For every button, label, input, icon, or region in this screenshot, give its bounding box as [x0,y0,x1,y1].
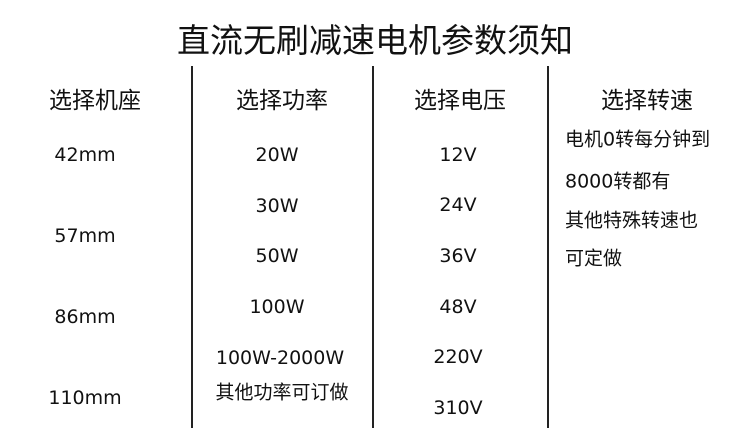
header-speed: 选择转速 [601,88,693,114]
column-divider [372,66,374,428]
column-divider [191,66,193,428]
header-frame-size: 选择机座 [49,88,141,114]
power-item: 其他功率可订做 [215,381,349,404]
power-item: 20W [255,144,299,166]
frame-size-item: 86mm [54,306,116,328]
voltage-item: 48V [439,296,477,318]
voltage-item: 12V [439,144,477,166]
header-voltage: 选择电压 [414,88,506,114]
voltage-item: 36V [439,245,477,267]
column-divider [547,66,549,428]
page-title: 直流无刷减速电机参数须知 [177,21,573,60]
speed-note-line: 8000转都有 [565,170,671,193]
header-power: 选择功率 [236,88,328,114]
speed-note-line: 其他特殊转速也 [565,209,699,232]
power-item: 100W [249,296,305,318]
speed-note-line: 电机0转每分钟到 [565,128,711,151]
frame-size-item: 42mm [54,144,116,166]
frame-size-item: 110mm [48,387,122,409]
power-item: 30W [255,195,299,217]
voltage-item: 220V [433,346,483,368]
speed-note-line: 可定做 [565,247,623,270]
voltage-item: 24V [439,194,477,216]
frame-size-item: 57mm [54,225,116,247]
power-item: 100W-2000W [215,347,345,369]
power-item: 50W [255,245,299,267]
voltage-item: 310V [433,397,483,419]
